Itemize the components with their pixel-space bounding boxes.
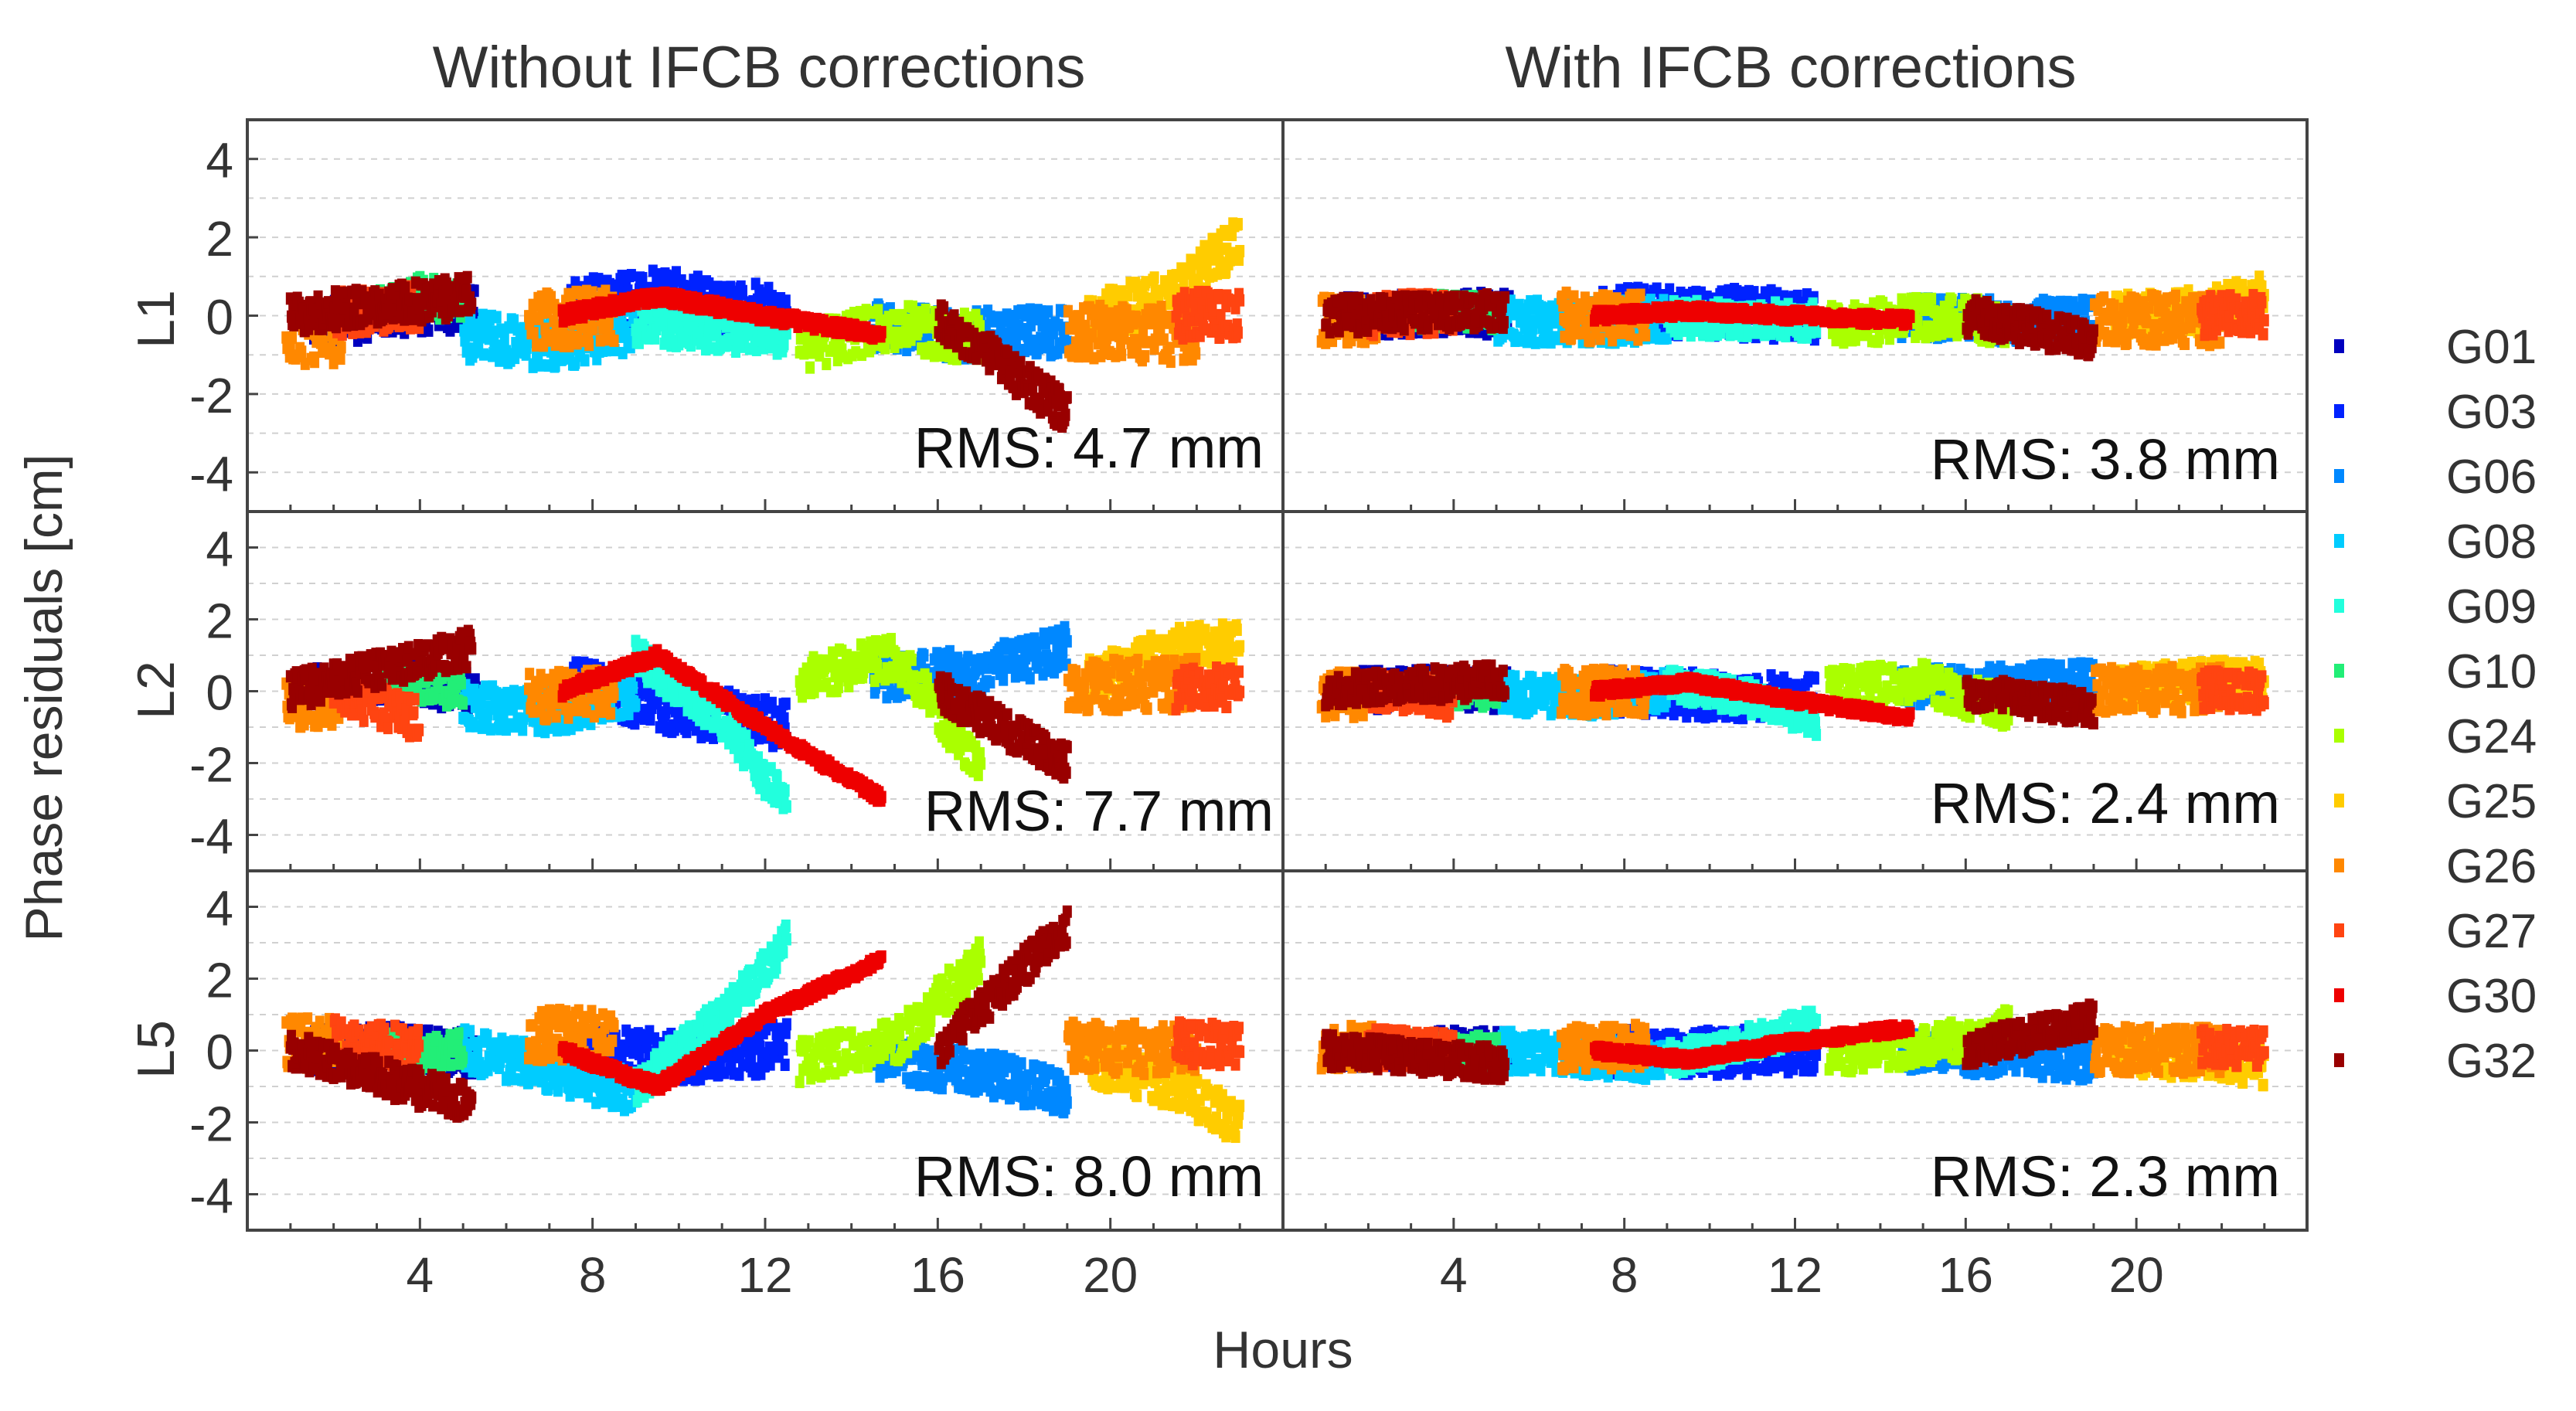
y-tick-label: 4 bbox=[206, 133, 233, 189]
point-g27 bbox=[2260, 314, 2269, 327]
point-g27 bbox=[1213, 289, 1223, 301]
point-g03 bbox=[627, 269, 636, 281]
point-g32 bbox=[467, 298, 476, 310]
point-g26 bbox=[336, 352, 345, 365]
point-g27 bbox=[2259, 328, 2268, 340]
point-g08 bbox=[580, 354, 590, 366]
point-g26 bbox=[1140, 350, 1149, 362]
point-g26 bbox=[337, 341, 346, 353]
point-g24 bbox=[805, 362, 815, 374]
point-g03 bbox=[738, 285, 747, 298]
data-points bbox=[281, 217, 1244, 433]
point-g26 bbox=[288, 332, 297, 344]
point-g09 bbox=[780, 338, 789, 350]
point-g26 bbox=[1596, 333, 1605, 345]
point-g06 bbox=[1043, 305, 1053, 318]
y-tick-label: -2 bbox=[189, 368, 233, 423]
point-g03 bbox=[767, 290, 777, 302]
point-g32 bbox=[1063, 391, 1072, 403]
y-tick-label: 0 bbox=[206, 290, 233, 345]
point-g26 bbox=[1636, 288, 1645, 301]
point-g26 bbox=[1166, 355, 1176, 368]
data-points bbox=[1317, 270, 2269, 361]
point-g26 bbox=[297, 345, 306, 358]
point-g24 bbox=[1927, 293, 1936, 305]
point-g26 bbox=[2118, 315, 2128, 328]
point-g32 bbox=[455, 305, 464, 318]
point-g08 bbox=[500, 333, 509, 345]
point-g32 bbox=[400, 281, 410, 294]
point-g32 bbox=[939, 301, 948, 314]
y-tick-label: -4 bbox=[189, 446, 233, 502]
point-g25 bbox=[1235, 245, 1244, 257]
point-g26 bbox=[2171, 290, 2180, 302]
point-g26 bbox=[610, 335, 619, 347]
point-g30 bbox=[877, 326, 886, 338]
point-g24 bbox=[1948, 294, 1957, 306]
point-g26 bbox=[1084, 341, 1094, 353]
point-g32 bbox=[463, 271, 472, 284]
point-g26 bbox=[1191, 347, 1200, 359]
point-g26 bbox=[2122, 337, 2132, 349]
point-g24 bbox=[822, 358, 831, 370]
point-g09 bbox=[1812, 325, 1821, 338]
point-g03 bbox=[781, 294, 791, 307]
point-g25 bbox=[1150, 271, 1159, 284]
point-g26 bbox=[1641, 329, 1650, 342]
point-g27 bbox=[1234, 327, 1243, 339]
point-g27 bbox=[1235, 294, 1244, 307]
point-g26 bbox=[1117, 348, 1126, 361]
point-g26 bbox=[2152, 338, 2161, 351]
point-g26 bbox=[2180, 338, 2190, 350]
point-g27 bbox=[2257, 296, 2266, 308]
point-g26 bbox=[584, 338, 594, 351]
point-g08 bbox=[479, 348, 488, 361]
point-g26 bbox=[529, 327, 539, 339]
point-g26 bbox=[2109, 300, 2118, 312]
point-g08 bbox=[492, 311, 502, 323]
y-tick-label: 2 bbox=[206, 211, 233, 267]
point-g25 bbox=[1234, 218, 1243, 230]
